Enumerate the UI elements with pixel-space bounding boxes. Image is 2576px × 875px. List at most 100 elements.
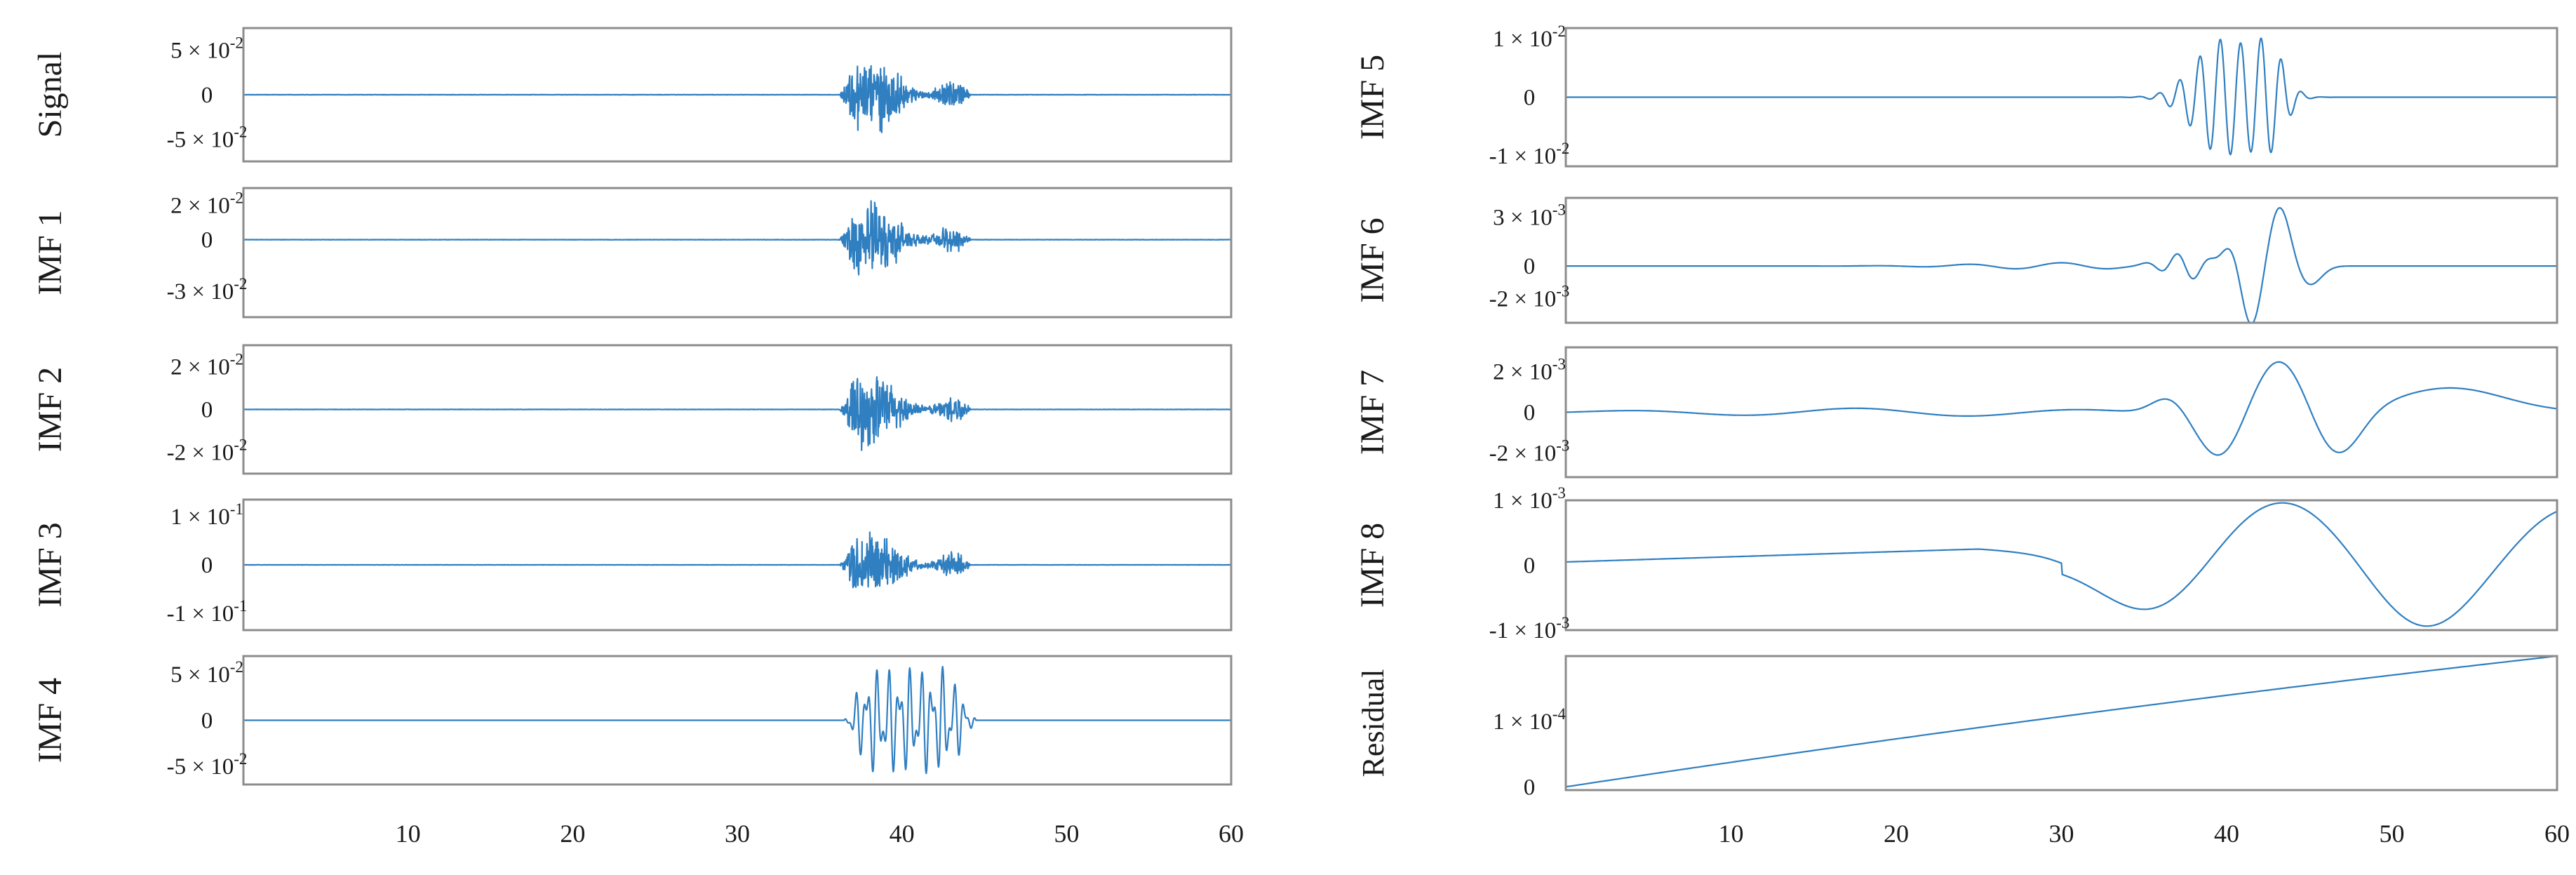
y-tick-label: 0 bbox=[201, 398, 213, 423]
y-tick-label: 0 bbox=[1524, 775, 1536, 800]
x-tick-label: 50 bbox=[2380, 820, 2405, 848]
panel-label: IMF 1 bbox=[32, 210, 69, 295]
y-tick-exponent: -3 bbox=[1556, 282, 1569, 300]
series-line bbox=[1566, 207, 2557, 323]
y-tick-mantissa: -1 bbox=[167, 601, 187, 627]
y-tick-label: 1 × 10-3 bbox=[1493, 484, 1566, 514]
y-tick-mantissa: 3 bbox=[1493, 206, 1505, 231]
series-line bbox=[1566, 37, 2557, 156]
panel-residual: 1 × 10-4 0 Residual bbox=[1356, 655, 2558, 800]
y-tick-times: × 10 bbox=[186, 127, 234, 152]
y-tick-label: -1 × 10-1 bbox=[167, 597, 248, 627]
y-tick-label: 0 bbox=[1524, 554, 1536, 579]
panel-label: Residual bbox=[1356, 669, 1390, 777]
axes-box bbox=[242, 344, 1233, 475]
series-line bbox=[243, 531, 1231, 589]
panel-label: IMF 8 bbox=[1354, 523, 1391, 608]
y-tick-label: 0 bbox=[1524, 254, 1536, 279]
y-tick-mantissa: -1 bbox=[1489, 618, 1509, 643]
y-tick-label: 0 bbox=[201, 553, 213, 578]
y-tick-exponent: -2 bbox=[230, 351, 243, 368]
x-tick-label: 20 bbox=[1884, 820, 1909, 848]
series-line bbox=[243, 376, 1231, 451]
x-tick-label: 10 bbox=[1719, 820, 1744, 848]
y-tick-exponent: -2 bbox=[234, 436, 247, 454]
y-tick-exponent: -2 bbox=[230, 189, 243, 207]
y-tick-label: 2 × 10-2 bbox=[170, 189, 243, 219]
y-tick-label: -5 × 10-2 bbox=[167, 123, 248, 152]
y-tick-mantissa: 1 bbox=[1493, 27, 1505, 52]
y-tick-times: × 10 bbox=[1505, 360, 1552, 385]
y-tick-label: 0 bbox=[201, 228, 213, 253]
y-tick-exponent: -3 bbox=[1556, 614, 1569, 632]
y-tick-mantissa: -2 bbox=[167, 441, 187, 466]
y-tick-exponent: -2 bbox=[234, 123, 247, 140]
y-tick-exponent: -3 bbox=[1552, 484, 1566, 502]
y-tick-times: × 10 bbox=[182, 505, 230, 530]
x-tick-label: 40 bbox=[2214, 820, 2239, 848]
panel-label: IMF 2 bbox=[32, 367, 69, 452]
y-tick-mantissa: -2 bbox=[1489, 441, 1509, 466]
y-tick-exponent: -2 bbox=[234, 750, 247, 768]
axes-box bbox=[242, 655, 1233, 786]
panel-label: IMF 4 bbox=[32, 678, 69, 763]
x-tick-label: 50 bbox=[1054, 820, 1079, 848]
y-tick-mantissa: 2 bbox=[170, 355, 182, 380]
y-tick-mantissa: 5 bbox=[170, 662, 182, 688]
y-tick-mantissa: -3 bbox=[167, 279, 187, 305]
y-tick-label: 5 × 10-2 bbox=[170, 34, 243, 64]
y-tick-label: 0 bbox=[201, 709, 213, 734]
y-tick-mantissa: 1 bbox=[1493, 709, 1505, 735]
y-tick-exponent: -2 bbox=[234, 275, 247, 293]
y-tick-exponent: -3 bbox=[1552, 356, 1566, 373]
y-tick-mantissa: -2 bbox=[1489, 286, 1509, 312]
axes-box bbox=[1564, 27, 2558, 168]
axes-box bbox=[1564, 346, 2558, 479]
y-tick-exponent: -2 bbox=[230, 658, 243, 676]
panel-label: IMF 3 bbox=[32, 522, 69, 607]
y-tick-times: × 10 bbox=[182, 355, 230, 380]
y-tick-exponent: -2 bbox=[230, 34, 243, 52]
axes-box bbox=[242, 187, 1233, 319]
y-tick-times: × 10 bbox=[186, 754, 234, 780]
y-tick-times: × 10 bbox=[1508, 441, 1556, 466]
y-tick-label: -1 × 10-2 bbox=[1489, 140, 1570, 169]
series-line bbox=[243, 665, 1231, 775]
y-tick-mantissa: -5 bbox=[167, 127, 187, 152]
x-tick-label: 10 bbox=[396, 820, 421, 848]
y-tick-label: 5 × 10-2 bbox=[170, 658, 243, 688]
y-tick-times: × 10 bbox=[1508, 286, 1556, 312]
y-tick-exponent: -1 bbox=[230, 500, 243, 518]
y-tick-label: 3 × 10-3 bbox=[1493, 201, 1566, 231]
y-tick-mantissa: -5 bbox=[167, 754, 187, 780]
series-line bbox=[1566, 361, 2557, 456]
y-tick-mantissa: 2 bbox=[170, 194, 182, 219]
y-tick-times: × 10 bbox=[1505, 709, 1552, 735]
y-tick-label: 1 × 10-1 bbox=[170, 500, 243, 530]
y-tick-label: 0 bbox=[201, 83, 213, 108]
y-tick-label: 2 × 10-3 bbox=[1493, 356, 1566, 385]
axes-box bbox=[1564, 655, 2558, 791]
y-tick-label: 2 × 10-2 bbox=[170, 351, 243, 380]
panel-label: Signal bbox=[32, 52, 69, 138]
x-tick-label: 30 bbox=[2049, 820, 2074, 848]
y-tick-times: × 10 bbox=[182, 194, 230, 219]
y-tick-exponent: -3 bbox=[1556, 436, 1569, 454]
y-tick-times: × 10 bbox=[186, 601, 234, 627]
y-tick-times: × 10 bbox=[182, 662, 230, 688]
series-line bbox=[243, 200, 1231, 276]
axes-box bbox=[242, 498, 1233, 632]
y-tick-label: -3 × 10-2 bbox=[167, 275, 248, 305]
panel-label: IMF 7 bbox=[1354, 370, 1391, 455]
y-tick-label: -5 × 10-2 bbox=[167, 750, 248, 780]
y-tick-times: × 10 bbox=[1508, 618, 1556, 643]
y-tick-mantissa: 1 bbox=[1493, 488, 1505, 514]
series-line bbox=[243, 65, 1231, 133]
y-tick-times: × 10 bbox=[186, 441, 234, 466]
y-tick-times: × 10 bbox=[1508, 144, 1556, 169]
